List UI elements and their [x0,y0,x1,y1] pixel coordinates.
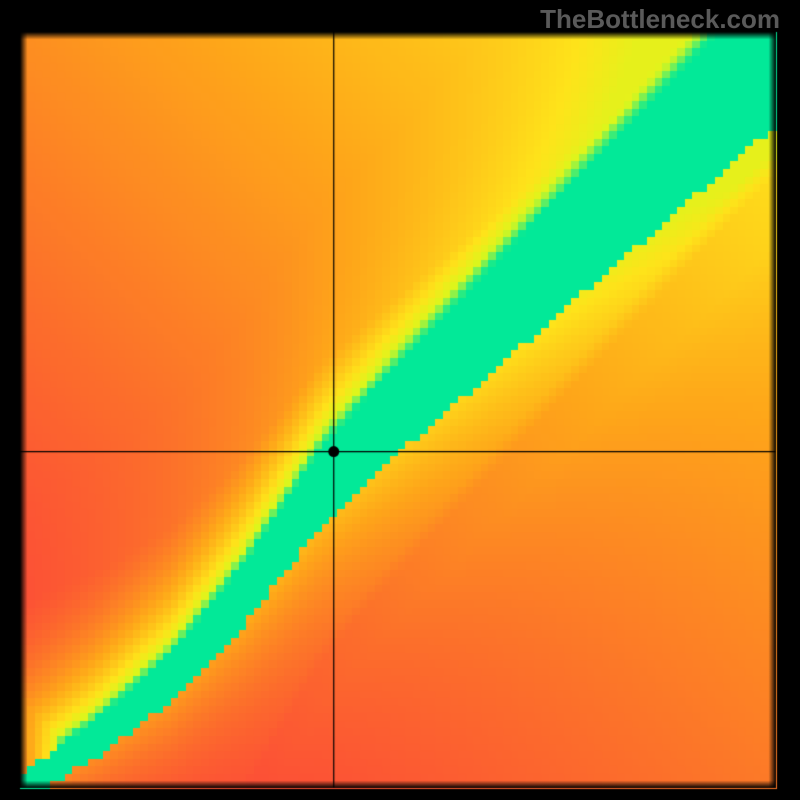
watermark-text: TheBottleneck.com [540,4,780,35]
bottleneck-heatmap-canvas [0,0,800,800]
chart-container: TheBottleneck.com [0,0,800,800]
